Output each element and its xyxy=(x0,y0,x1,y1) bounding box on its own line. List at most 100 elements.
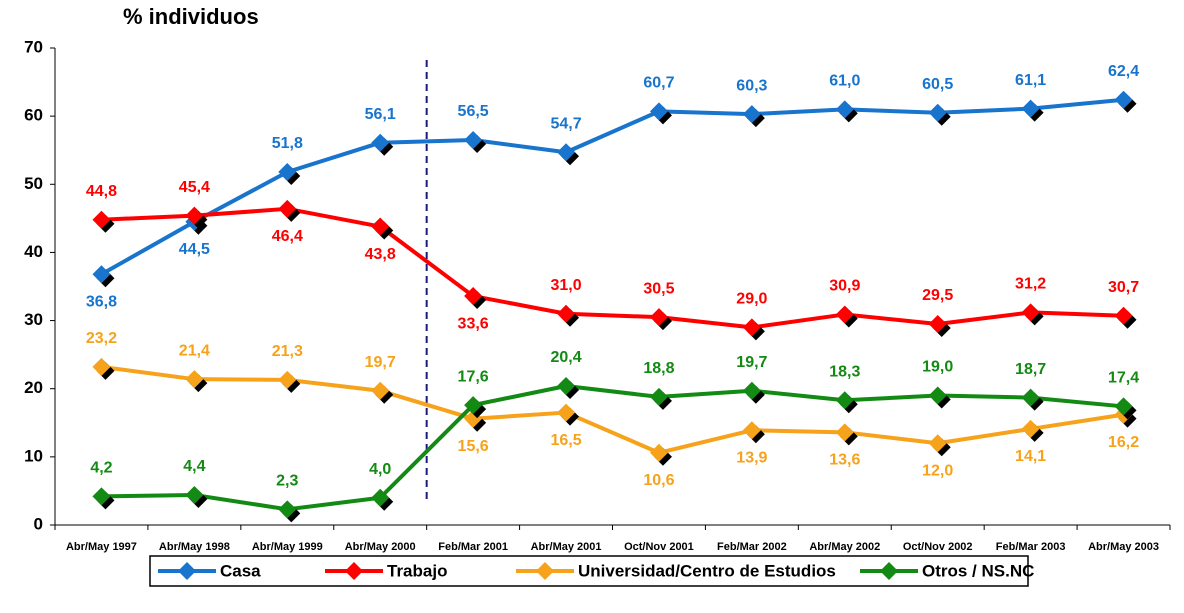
marker xyxy=(464,396,483,415)
data-label: 45,4 xyxy=(179,179,210,196)
marker xyxy=(557,304,576,323)
data-label: 61,0 xyxy=(829,73,860,90)
marker xyxy=(1114,306,1133,325)
y-tick-label: 50 xyxy=(24,174,43,193)
data-label: 16,5 xyxy=(550,432,581,449)
data-label: 30,5 xyxy=(643,280,674,297)
data-label: 4,4 xyxy=(183,458,205,475)
data-label: 23,2 xyxy=(86,330,117,347)
y-tick-label: 0 xyxy=(34,514,43,533)
marker xyxy=(649,102,668,121)
legend-label: Otros / NS.NC xyxy=(922,561,1034,580)
y-tick-label: 70 xyxy=(24,37,43,56)
data-label: 43,8 xyxy=(365,246,396,263)
series-line xyxy=(101,364,1124,455)
marker xyxy=(92,357,111,376)
marker xyxy=(278,199,297,218)
data-label: 30,7 xyxy=(1108,279,1139,296)
data-label: 17,6 xyxy=(458,368,489,385)
series-line xyxy=(100,97,1124,276)
data-label: 19,7 xyxy=(365,354,396,371)
data-label: 18,8 xyxy=(643,360,674,377)
marker xyxy=(742,381,761,400)
marker xyxy=(371,133,390,152)
marker xyxy=(928,434,947,453)
data-label: 51,8 xyxy=(272,135,303,152)
x-tick-label: Oct/Nov 2001 xyxy=(624,541,694,553)
marker xyxy=(742,421,761,440)
y-tick-label: 60 xyxy=(24,106,43,125)
data-label: 12,0 xyxy=(922,462,953,479)
marker xyxy=(557,376,576,395)
x-tick-label: Oct/Nov 2002 xyxy=(903,541,973,553)
data-label: 60,3 xyxy=(736,77,767,94)
marker xyxy=(1114,90,1133,109)
data-label: 10,6 xyxy=(643,472,674,489)
data-label: 61,1 xyxy=(1015,72,1046,89)
marker xyxy=(1021,419,1040,438)
y-tick-label: 20 xyxy=(24,378,43,397)
marker xyxy=(835,423,854,442)
y-tick-label: 30 xyxy=(24,310,43,329)
marker xyxy=(742,105,761,124)
data-label: 19,7 xyxy=(736,354,767,371)
x-tick-label: Feb/Mar 2001 xyxy=(438,541,508,553)
data-label: 29,5 xyxy=(922,287,953,304)
data-label: 60,7 xyxy=(643,75,674,92)
marker xyxy=(928,386,947,405)
marker xyxy=(1021,99,1040,118)
x-tick-label: Abr/May 1999 xyxy=(252,541,323,553)
legend-label: Casa xyxy=(220,561,261,580)
marker xyxy=(649,387,668,406)
marker xyxy=(1114,397,1133,416)
marker xyxy=(278,500,297,519)
marker xyxy=(185,486,204,505)
data-label: 17,4 xyxy=(1108,370,1139,387)
x-tick-label: Feb/Mar 2002 xyxy=(717,541,787,553)
x-tick-label: Abr/May 2001 xyxy=(531,541,602,553)
marker xyxy=(185,206,204,225)
data-label: 31,2 xyxy=(1015,276,1046,293)
marker xyxy=(278,163,297,182)
data-label: 15,6 xyxy=(458,438,489,455)
marker xyxy=(92,487,111,506)
data-label: 33,6 xyxy=(458,315,489,332)
data-label: 44,8 xyxy=(86,183,117,200)
data-label: 62,4 xyxy=(1108,63,1139,80)
y-tick-label: 40 xyxy=(24,242,43,261)
marker xyxy=(649,443,668,462)
marker xyxy=(464,130,483,149)
data-label: 18,7 xyxy=(1015,361,1046,378)
y-tick-label: 10 xyxy=(24,446,43,465)
series-line xyxy=(101,383,1124,512)
x-tick-label: Feb/Mar 2003 xyxy=(996,541,1066,553)
marker xyxy=(928,314,947,333)
marker xyxy=(185,370,204,389)
data-label: 19,0 xyxy=(922,359,953,376)
data-label: 13,9 xyxy=(736,450,767,467)
x-tick-label: Abr/May 2000 xyxy=(345,541,416,553)
marker xyxy=(371,217,390,236)
data-label: 29,0 xyxy=(736,291,767,308)
x-tick-label: Abr/May 1998 xyxy=(159,541,230,553)
marker xyxy=(1021,388,1040,407)
legend-marker xyxy=(880,562,898,580)
data-label: 31,0 xyxy=(550,277,581,294)
data-label: 60,5 xyxy=(922,76,953,93)
data-label: 36,8 xyxy=(86,293,117,310)
marker xyxy=(278,370,297,389)
legend-label: Universidad/Centro de Estudios xyxy=(578,561,836,580)
data-label: 16,2 xyxy=(1108,434,1139,451)
data-label: 18,3 xyxy=(829,364,860,381)
x-tick-label: Abr/May 2002 xyxy=(809,541,880,553)
data-label: 46,4 xyxy=(272,228,303,245)
legend-marker xyxy=(536,562,554,580)
legend-label: Trabajo xyxy=(387,561,447,580)
data-label: 20,4 xyxy=(550,349,581,366)
data-label: 56,1 xyxy=(365,106,396,123)
data-label: 4,0 xyxy=(369,461,391,478)
data-label: 56,5 xyxy=(458,103,489,120)
legend-marker xyxy=(178,562,196,580)
marker xyxy=(742,318,761,337)
marker xyxy=(835,305,854,324)
